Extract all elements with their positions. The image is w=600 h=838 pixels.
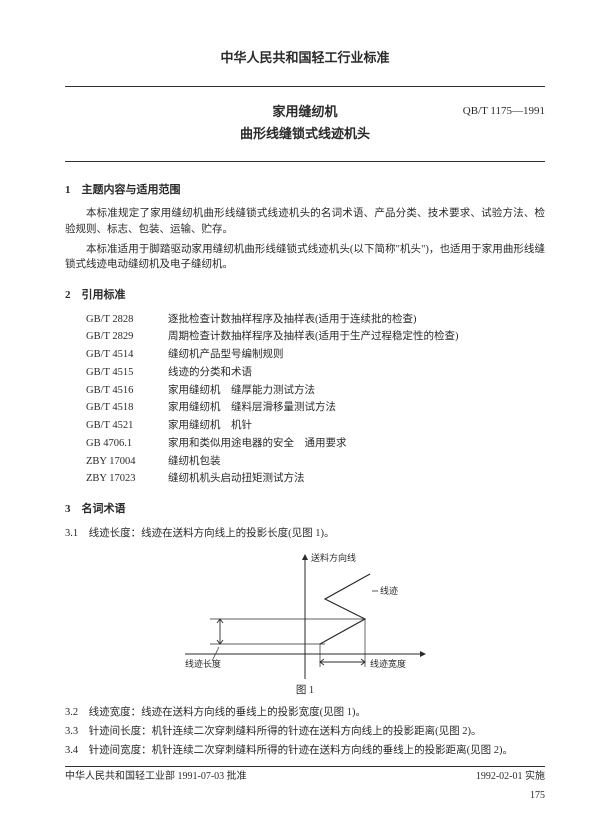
ref-code: GB/T 4521 xyxy=(86,418,158,434)
fig-label-stitch: 线迹 xyxy=(380,585,398,596)
item-3-2: 3.2 线迹宽度：线迹在送料方向线的垂线上的投影宽度(见图 1)。 xyxy=(65,705,545,721)
ref-title: 缝纫机机头启动扭矩测试方法 xyxy=(168,471,305,487)
ref-code: GB/T 4516 xyxy=(86,383,158,399)
ref-code: ZBY 17004 xyxy=(86,454,158,470)
page-number: 175 xyxy=(65,788,545,803)
ref-code: GB/T 2828 xyxy=(86,312,158,328)
footer-left: 中华人民共和国轻工业部 1991-07-03 批准 xyxy=(65,769,247,784)
document-page: 中华人民共和国轻工行业标准 家用缝纫机 曲形线缝锁式线迹机头 QB/T 1175… xyxy=(0,0,600,823)
section-3-heading: 3 名词术语 xyxy=(65,501,545,518)
figure-1-caption: 图 1 xyxy=(65,683,545,699)
fig-label-feed: 送料方向线 xyxy=(311,552,356,563)
ref-code: GB/T 4514 xyxy=(86,347,158,363)
reference-row: GB/T 4521 家用缝纫机 机针 xyxy=(86,418,545,434)
reference-row: GB/T 4518 家用缝纫机 缝料层滑移量测试方法 xyxy=(86,400,545,416)
ref-title: 周期检查计数抽样程序及抽样表(适用于生产过程稳定性的检查) xyxy=(168,329,459,345)
ref-title: 家用缝纫机 机针 xyxy=(168,418,252,434)
reference-row: GB/T 4515 线迹的分类和术语 xyxy=(86,365,545,381)
mid-rule xyxy=(65,161,545,162)
ref-title: 缝纫机产品型号编制规则 xyxy=(168,347,284,363)
ref-title: 缝纫机包装 xyxy=(168,454,221,470)
ref-code: GB/T 2829 xyxy=(86,329,158,345)
ref-title: 家用缝纫机 缝厚能力测试方法 xyxy=(168,383,315,399)
reference-row: ZBY 17023 缝纫机机头启动扭矩测试方法 xyxy=(86,471,545,487)
section-1-para-1: 本标准规定了家用缝纫机曲形线缝锁式线迹机头的名词术语、产品分类、技术要求、试验方… xyxy=(65,206,545,238)
top-rule xyxy=(65,86,545,87)
ref-code: GB/T 4518 xyxy=(86,400,158,416)
reference-row: GB/T 2828 逐批检查计数抽样程序及抽样表(适用于连续批的检查) xyxy=(86,312,545,328)
figure-1-svg: 送料方向线 线迹 线迹长度 线迹宽度 xyxy=(165,549,445,679)
ref-code: ZBY 17023 xyxy=(86,471,158,487)
item-3-4: 3.4 针迹间宽度：机针连续二次穿刺缝料所得的针迹在送料方向线的垂线上的投影距离… xyxy=(65,743,545,759)
ref-title: 家用和类似用途电器的安全 通用要求 xyxy=(168,436,347,452)
ref-title: 逐批检查计数抽样程序及抽样表(适用于连续批的检查) xyxy=(168,312,417,328)
item-3-1: 3.1 线迹长度：线迹在送料方向线上的投影长度(见图 1)。 xyxy=(65,526,545,542)
fig-label-length: 线迹长度 xyxy=(185,658,221,669)
ref-title: 线迹的分类和术语 xyxy=(168,365,252,381)
reference-row: GB 4706.1 家用和类似用途电器的安全 通用要求 xyxy=(86,436,545,452)
subtitle-block: 家用缝纫机 曲形线缝锁式线迹机头 QB/T 1175—1991 xyxy=(65,101,545,145)
standard-code: QB/T 1175—1991 xyxy=(463,103,545,120)
subtitle-line-2: 曲形线缝锁式线迹机头 xyxy=(65,123,545,145)
header-title: 中华人民共和国轻工行业标准 xyxy=(65,48,545,68)
ref-code: GB/T 4515 xyxy=(86,365,158,381)
reference-row: ZBY 17004 缝纫机包装 xyxy=(86,454,545,470)
section-1-heading: 1 主题内容与适用范围 xyxy=(65,182,545,199)
section-2-heading: 2 引用标准 xyxy=(65,287,545,304)
section-1-para-2: 本标准适用于脚踏驱动家用缝纫机曲形线缝锁式线迹机头(以下简称"机头")，也适用于… xyxy=(65,242,545,274)
item-3-3: 3.3 针迹间长度：机针连续二次穿刺缝料所得的针迹在送料方向线上的投影距离(见图… xyxy=(65,724,545,740)
reference-row: GB/T 4514 缝纫机产品型号编制规则 xyxy=(86,347,545,363)
ref-code: GB 4706.1 xyxy=(86,436,158,452)
figure-1: 送料方向线 线迹 线迹长度 线迹宽度 xyxy=(65,549,545,679)
footer-right: 1992-02-01 实施 xyxy=(476,769,545,784)
ref-title: 家用缝纫机 缝料层滑移量测试方法 xyxy=(168,400,336,416)
references-list: GB/T 2828 逐批检查计数抽样程序及抽样表(适用于连续批的检查) GB/T … xyxy=(86,312,545,488)
reference-row: GB/T 4516 家用缝纫机 缝厚能力测试方法 xyxy=(86,383,545,399)
footer-line: 中华人民共和国轻工业部 1991-07-03 批准 1992-02-01 实施 xyxy=(65,766,545,784)
fig-label-width: 线迹宽度 xyxy=(370,658,406,669)
reference-row: GB/T 2829 周期检查计数抽样程序及抽样表(适用于生产过程稳定性的检查) xyxy=(86,329,545,345)
